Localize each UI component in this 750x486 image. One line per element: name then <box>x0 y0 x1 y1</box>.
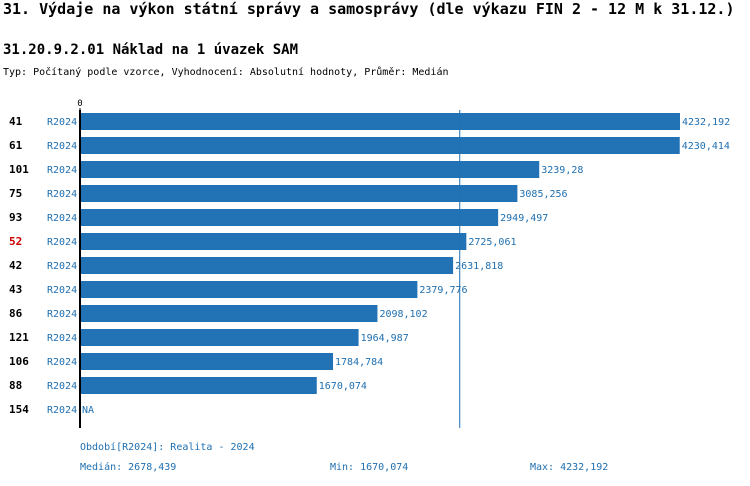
bar <box>80 305 378 322</box>
row-id-label: 86 <box>9 307 23 320</box>
row-period-label: R2024 <box>47 117 77 128</box>
bar <box>80 257 454 274</box>
footer-max: Max: 4232,192 <box>530 462 609 473</box>
row-id-label: 61 <box>9 139 23 152</box>
row-id-label: 42 <box>9 259 22 272</box>
row-id-label: 75 <box>9 187 22 200</box>
row-period-label: R2024 <box>47 357 77 368</box>
row-id-label: 121 <box>9 331 29 344</box>
bar-value-label: 3085,256 <box>519 189 567 200</box>
row-period-label: R2024 <box>47 189 77 200</box>
row-id-label: 106 <box>9 355 29 368</box>
bar-value-label: 4232,192 <box>682 117 730 128</box>
bar-value-label: 2631,818 <box>455 261 503 272</box>
row-period-label: R2024 <box>47 381 77 392</box>
row-id-label: 101 <box>9 163 29 176</box>
row-period-label: R2024 <box>47 309 77 320</box>
bar-value-label: NA <box>82 405 94 416</box>
bar-value-label: 1784,784 <box>335 357 383 368</box>
bar-value-label: 2725,061 <box>468 237 516 248</box>
row-id-label: 93 <box>9 211 22 224</box>
row-period-label: R2024 <box>47 261 77 272</box>
bar-value-label: 2098,102 <box>379 309 427 320</box>
bar <box>80 209 499 226</box>
row-id-label: 88 <box>9 379 22 392</box>
bar <box>80 161 540 178</box>
x-axis-zero-label: 0 <box>77 99 82 109</box>
bar-value-label: 1670,074 <box>319 381 367 392</box>
row-period-label: R2024 <box>47 165 77 176</box>
row-period-label: R2024 <box>47 237 77 248</box>
bar-value-label: 4230,414 <box>682 141 730 152</box>
footer-min: Min: 1670,074 <box>330 462 409 473</box>
chart-title: 31. Výdaje na výkon státní správy a samo… <box>3 0 735 18</box>
row-id-label: 41 <box>9 115 23 128</box>
chart-type-description: Typ: Počítaný podle vzorce, Vyhodnocení:… <box>3 67 449 78</box>
row-period-label: R2024 <box>47 285 77 296</box>
footer-median: Medián: 2678,439 <box>80 462 177 473</box>
bar <box>80 233 467 250</box>
row-id-label: 52 <box>9 235 22 248</box>
chart-subtitle: 31.20.9.2.01 Náklad na 1 úvazek SAM <box>3 42 299 58</box>
row-period-label: R2024 <box>47 405 77 416</box>
bar <box>80 329 359 346</box>
row-id-label: 154 <box>9 403 29 416</box>
row-period-label: R2024 <box>47 213 77 224</box>
bar-value-label: 1964,987 <box>361 333 409 344</box>
bar-value-label: 2379,776 <box>419 285 467 296</box>
bar-value-label: 3239,28 <box>541 165 583 176</box>
row-id-label: 43 <box>9 283 22 296</box>
bar <box>80 281 418 298</box>
bar-value-label: 2949,497 <box>500 213 548 224</box>
bar <box>80 377 317 394</box>
bar <box>80 185 518 202</box>
bar <box>80 113 680 130</box>
bar <box>80 137 680 154</box>
footer-period: Období[R2024]: Realita - 2024 <box>80 442 255 453</box>
row-period-label: R2024 <box>47 333 77 344</box>
row-period-label: R2024 <box>47 141 77 152</box>
bar <box>80 353 334 370</box>
